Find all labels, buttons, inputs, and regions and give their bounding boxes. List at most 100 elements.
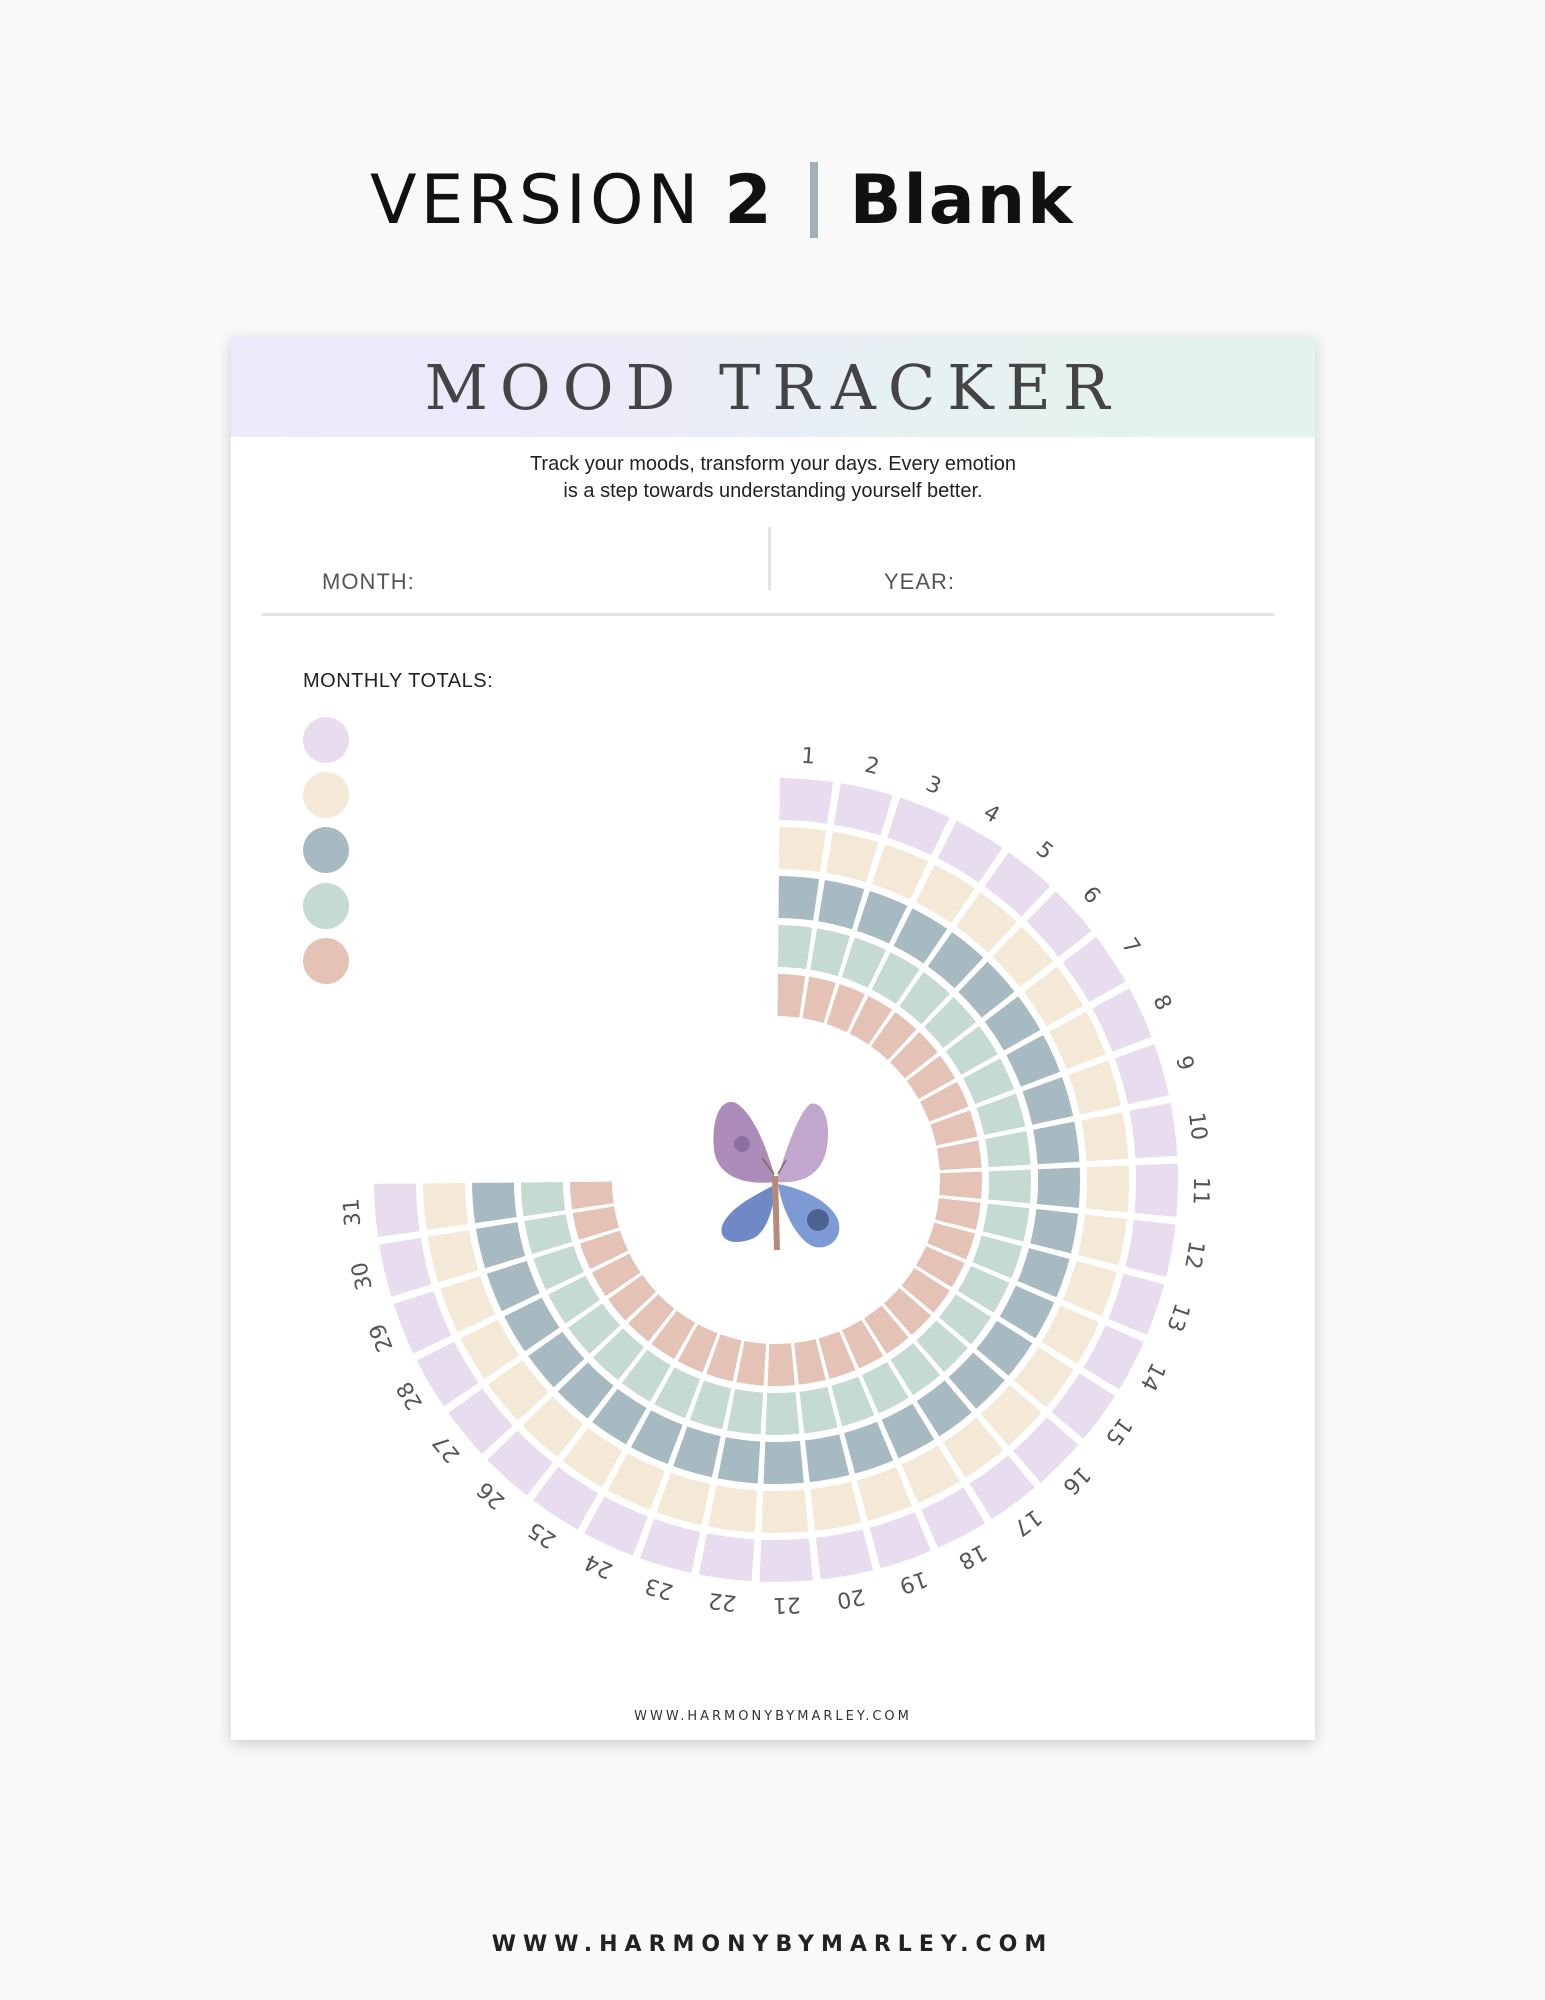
mood-cell-day-9-mood-4[interactable] bbox=[976, 1093, 1026, 1136]
mood-cell-day-3-mood-3[interactable] bbox=[856, 890, 908, 944]
month-field[interactable]: MONTH: bbox=[322, 569, 415, 594]
mood-cell-day-24-mood-3[interactable] bbox=[631, 1410, 683, 1465]
mood-cell-day-1-mood-2[interactable] bbox=[778, 827, 827, 873]
mood-cell-day-29-mood-1[interactable] bbox=[393, 1291, 452, 1354]
mood-cell-day-22-mood-2[interactable] bbox=[708, 1485, 758, 1533]
mood-cell-day-29-mood-2[interactable] bbox=[440, 1275, 496, 1333]
mood-cell-day-20-mood-3[interactable] bbox=[805, 1434, 850, 1483]
mood-cell-day-25-mood-5[interactable] bbox=[651, 1310, 696, 1360]
mood-cell-day-6-mood-5[interactable] bbox=[890, 1032, 938, 1079]
mood-cell-day-26-mood-5[interactable] bbox=[628, 1294, 675, 1342]
mood-cell-day-24-mood-1[interactable] bbox=[584, 1496, 648, 1556]
mood-cell-day-23-mood-1[interactable] bbox=[640, 1518, 701, 1573]
mood-cell-day-28-mood-5[interactable] bbox=[591, 1253, 641, 1297]
mood-cell-day-25-mood-4[interactable] bbox=[621, 1349, 671, 1402]
mood-cell-day-29-mood-4[interactable] bbox=[533, 1245, 584, 1291]
mood-cell-day-20-mood-1[interactable] bbox=[815, 1529, 874, 1580]
mood-cell-day-27-mood-5[interactable] bbox=[608, 1274, 657, 1321]
mood-cell-day-19-mood-1[interactable] bbox=[869, 1512, 931, 1569]
mood-cell-day-2-mood-1[interactable] bbox=[833, 783, 893, 836]
mood-cell-day-12-mood-2[interactable] bbox=[1077, 1214, 1127, 1266]
mood-cell-day-16-mood-5[interactable] bbox=[884, 1288, 932, 1336]
mood-cell-day-23-mood-3[interactable] bbox=[673, 1426, 721, 1478]
mood-cell-day-1-mood-1[interactable] bbox=[779, 778, 834, 824]
mood-cell-day-2-mood-2[interactable] bbox=[826, 831, 879, 883]
mood-cell-day-4-mood-2[interactable] bbox=[915, 864, 975, 924]
mood-cell-day-7-mood-4[interactable] bbox=[945, 1025, 998, 1075]
mood-cell-day-19-mood-4[interactable] bbox=[831, 1376, 875, 1427]
mood-cell-day-8-mood-1[interactable] bbox=[1092, 988, 1152, 1052]
mood-cell-day-11-mood-1[interactable] bbox=[1134, 1163, 1178, 1217]
mood-cell-day-7-mood-5[interactable] bbox=[906, 1055, 956, 1100]
mood-cell-day-27-mood-4[interactable] bbox=[568, 1303, 621, 1354]
mood-cell-day-13-mood-4[interactable] bbox=[972, 1235, 1023, 1279]
mood-cell-day-11-mood-3[interactable] bbox=[1036, 1167, 1080, 1208]
mood-cell-day-7-mood-3[interactable] bbox=[984, 996, 1041, 1051]
mood-cell-day-31-mood-4[interactable] bbox=[521, 1182, 566, 1217]
mood-cell-day-18-mood-2[interactable] bbox=[901, 1445, 960, 1504]
mood-cell-day-31-mood-2[interactable] bbox=[423, 1182, 469, 1231]
mood-cell-day-28-mood-2[interactable] bbox=[460, 1319, 520, 1379]
mood-cell-day-14-mood-4[interactable] bbox=[957, 1265, 1010, 1313]
mood-cell-day-5-mood-3[interactable] bbox=[927, 932, 984, 989]
mood-cell-day-11-mood-2[interactable] bbox=[1085, 1165, 1129, 1213]
mood-cell-day-30-mood-1[interactable] bbox=[379, 1237, 432, 1297]
mood-cell-day-9-mood-2[interactable] bbox=[1068, 1060, 1122, 1115]
mood-cell-day-7-mood-2[interactable] bbox=[1023, 966, 1083, 1027]
mood-cell-day-13-mood-2[interactable] bbox=[1062, 1260, 1117, 1317]
mood-cell-day-5-mood-2[interactable] bbox=[956, 892, 1017, 953]
mood-cell-day-30-mood-3[interactable] bbox=[475, 1222, 526, 1269]
mood-cell-day-27-mood-3[interactable] bbox=[528, 1331, 585, 1388]
mood-cell-day-17-mood-1[interactable] bbox=[969, 1455, 1035, 1520]
mood-cell-day-13-mood-5[interactable] bbox=[927, 1222, 975, 1260]
mood-cell-day-23-mood-4[interactable] bbox=[689, 1380, 732, 1430]
mood-cell-day-26-mood-1[interactable] bbox=[487, 1430, 553, 1496]
mood-cell-day-22-mood-5[interactable] bbox=[736, 1340, 767, 1386]
mood-cell-day-8-mood-5[interactable] bbox=[920, 1081, 969, 1122]
mood-cell-day-19-mood-3[interactable] bbox=[844, 1421, 894, 1474]
page-footer-url[interactable]: WWW.HARMONYBYMARLEY.COM bbox=[491, 1932, 1054, 1957]
mood-cell-day-26-mood-3[interactable] bbox=[557, 1362, 614, 1419]
mood-swatch-2[interactable] bbox=[303, 772, 349, 818]
mood-cell-day-20-mood-4[interactable] bbox=[799, 1386, 838, 1434]
mood-cell-day-16-mood-3[interactable] bbox=[948, 1352, 1005, 1409]
mood-cell-day-4-mood-4[interactable] bbox=[871, 952, 920, 1005]
sheet-footer-url[interactable]: WWW.HARMONYBYMARLEY.COM bbox=[634, 1709, 912, 1724]
mood-cell-day-6-mood-3[interactable] bbox=[958, 961, 1015, 1018]
mood-cell-day-2-mood-3[interactable] bbox=[818, 879, 865, 930]
mood-cell-day-31-mood-3[interactable] bbox=[472, 1182, 517, 1224]
mood-cell-day-15-mood-3[interactable] bbox=[976, 1320, 1033, 1376]
mood-cell-day-17-mood-4[interactable] bbox=[890, 1342, 941, 1396]
mood-cell-day-17-mood-2[interactable] bbox=[943, 1417, 1004, 1478]
mood-cell-day-20-mood-5[interactable] bbox=[794, 1339, 826, 1385]
mood-cell-day-8-mood-2[interactable] bbox=[1049, 1011, 1106, 1070]
mood-cell-day-22-mood-3[interactable] bbox=[717, 1437, 761, 1484]
mood-cell-day-5-mood-1[interactable] bbox=[984, 852, 1051, 917]
mood-cell-day-21-mood-3[interactable] bbox=[763, 1440, 804, 1484]
mood-cell-day-9-mood-1[interactable] bbox=[1114, 1044, 1169, 1105]
mood-cell-day-3-mood-5[interactable] bbox=[826, 984, 865, 1033]
mood-cell-day-29-mood-3[interactable] bbox=[486, 1260, 540, 1312]
mood-cell-day-10-mood-3[interactable] bbox=[1033, 1121, 1080, 1165]
mood-cell-day-3-mood-4[interactable] bbox=[841, 937, 887, 988]
mood-cell-day-27-mood-2[interactable] bbox=[488, 1360, 549, 1421]
mood-cell-day-10-mood-1[interactable] bbox=[1129, 1102, 1178, 1159]
mood-swatch-3[interactable] bbox=[303, 827, 349, 873]
mood-cell-day-21-mood-1[interactable] bbox=[759, 1538, 813, 1582]
mood-cell-day-17-mood-3[interactable] bbox=[916, 1380, 972, 1437]
mood-cell-day-12-mood-4[interactable] bbox=[982, 1203, 1030, 1242]
mood-cell-day-24-mood-4[interactable] bbox=[654, 1367, 701, 1419]
mood-cell-day-26-mood-2[interactable] bbox=[522, 1396, 584, 1458]
mood-cell-day-1-mood-4[interactable] bbox=[778, 925, 813, 970]
mood-cell-day-26-mood-4[interactable] bbox=[592, 1328, 645, 1381]
mood-cell-day-23-mood-2[interactable] bbox=[656, 1472, 711, 1526]
mood-cell-day-30-mood-4[interactable] bbox=[524, 1214, 573, 1254]
mood-cell-day-24-mood-2[interactable] bbox=[607, 1453, 666, 1510]
mood-cell-day-10-mood-4[interactable] bbox=[985, 1131, 1031, 1168]
mood-cell-day-15-mood-1[interactable] bbox=[1051, 1373, 1116, 1439]
mood-swatch-1[interactable] bbox=[303, 717, 349, 763]
mood-cell-day-5-mood-5[interactable] bbox=[870, 1012, 917, 1061]
mood-cell-day-2-mood-5[interactable] bbox=[802, 976, 836, 1024]
mood-cell-day-28-mood-1[interactable] bbox=[416, 1341, 479, 1407]
mood-cell-day-9-mood-3[interactable] bbox=[1022, 1077, 1074, 1125]
